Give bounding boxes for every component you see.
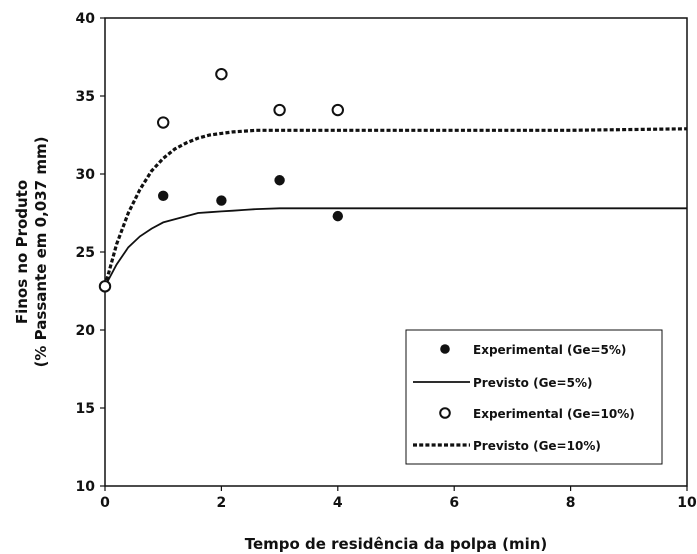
axis-ticks: 0 2 4 6 8 10 10 15 20 25 30 35 40 [76,11,697,511]
y-tick-label: 10 [76,479,96,495]
y-tick-label: 25 [76,245,95,261]
y-tick-label: 30 [76,167,96,183]
data-point-experimental-ge5 [158,190,169,202]
x-tick-label: 4 [333,495,343,511]
series-line-previsto-ge10 [103,127,688,287]
legend-label: Previsto (Ge=10%) [473,439,601,453]
data-point-experimental-ge5 [216,195,227,206]
legend-label: Previsto (Ge=5%) [473,376,592,390]
data-point-experimental-ge10 [98,280,112,293]
series-line-previsto-ge5 [104,207,687,287]
legend-item-previsto-ge5: Previsto (Ge=5%) [413,376,592,390]
data-point-experimental-ge10 [215,67,228,81]
data-point-experimental-ge5 [274,175,285,186]
legend-marker-open-circle [439,407,451,419]
legend-label: Experimental (Ge=5%) [473,343,626,357]
legend: Experimental (Ge=5%) Previsto (Ge=5%) Ex… [405,329,663,465]
y-tick-label: 15 [76,401,95,417]
x-axis-title: Tempo de residência da polpa (min) [245,535,548,553]
legend-item-experimental-ge10: Experimental (Ge=10%) [439,407,635,421]
x-tick-label: 2 [217,495,227,511]
y-tick-label: 20 [76,323,96,339]
legend-item-experimental-ge5: Experimental (Ge=5%) [440,343,626,357]
data-point-experimental-ge5 [332,210,343,222]
data-point-experimental-ge10 [157,116,170,129]
data-point-experimental-ge10 [273,103,286,117]
y-axis-title-line1: Finos no Produto [13,180,31,324]
y-axis-title-line2: (% Passante em 0,037 mm) [32,137,50,368]
legend-box [405,329,663,465]
data-point-experimental-ge10 [331,103,344,117]
legend-label: Experimental (Ge=10%) [473,407,635,421]
legend-marker-filled-circle [440,344,450,354]
x-tick-label: 8 [566,495,576,511]
legend-item-previsto-ge10: Previsto (Ge=10%) [413,439,601,453]
y-tick-label: 40 [76,11,96,27]
y-tick-label: 35 [76,89,95,105]
series-layer [98,67,688,293]
x-tick-label: 10 [677,495,697,511]
x-tick-label: 6 [449,495,459,511]
x-tick-label: 0 [100,495,110,511]
